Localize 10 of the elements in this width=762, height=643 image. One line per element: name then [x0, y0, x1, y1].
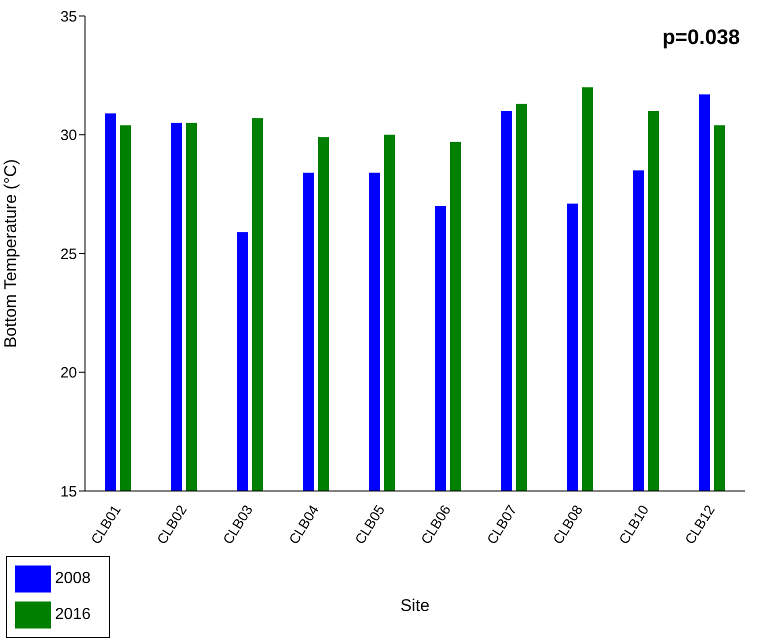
legend-label: 2008: [55, 570, 91, 588]
y-tick-label: 25: [60, 246, 77, 263]
y-tick-label: 20: [60, 364, 77, 382]
y-tick-label: 35: [60, 8, 77, 26]
y-axis-title: Bottom Temperature (°C): [1, 159, 20, 348]
legend-label: 2016: [55, 606, 91, 624]
y-tick-label: 30: [60, 127, 77, 144]
annotation: p=0.038: [662, 26, 740, 50]
x-axis-title: Site: [400, 596, 430, 615]
y-tick-label: 15: [60, 483, 77, 500]
